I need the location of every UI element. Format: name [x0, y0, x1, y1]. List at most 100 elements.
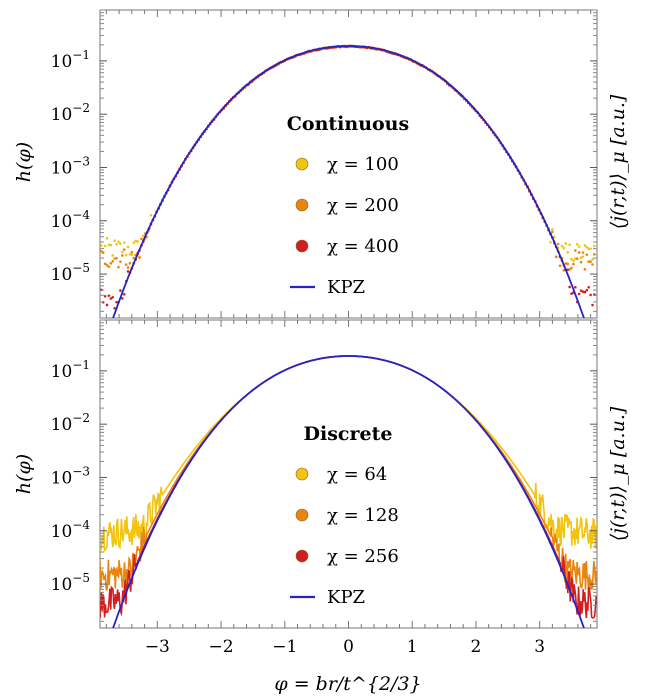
data-point — [560, 244, 564, 248]
data-point — [589, 293, 592, 297]
x-tick-label: 1 — [407, 637, 418, 657]
data-point — [111, 295, 115, 299]
y-tick-label: 10−3 — [51, 154, 90, 178]
data-point — [579, 256, 583, 259]
legend: Continuous χ = 100 χ = 200 χ = 400 KPZ — [287, 113, 409, 298]
data-point — [119, 260, 122, 263]
data-point — [109, 243, 113, 247]
data-point — [111, 259, 115, 263]
bottom-panel-plot — [100, 355, 597, 628]
y-tick-label: 10−3 — [51, 464, 90, 488]
data-point — [579, 260, 583, 264]
legend-label: χ = 100 — [327, 154, 399, 175]
data-point — [115, 256, 118, 260]
data-point — [568, 243, 571, 247]
data-point — [105, 237, 109, 240]
data-point — [121, 250, 124, 254]
kpz-curve — [112, 355, 585, 628]
x-tick-label: −2 — [209, 637, 234, 657]
data-point — [122, 241, 126, 244]
y-tick-label: 10−2 — [51, 411, 90, 435]
legend-marker — [295, 508, 309, 522]
data-point — [115, 300, 118, 304]
data-point — [124, 253, 128, 257]
x-tick-label: −1 — [272, 637, 297, 657]
data-point — [593, 244, 596, 248]
kpz-curve — [112, 45, 585, 318]
y-tick-label: 10−1 — [51, 358, 90, 382]
x-tick-label: 0 — [343, 637, 354, 657]
data-point — [562, 246, 566, 250]
data-point — [107, 265, 111, 268]
data-point — [575, 243, 579, 246]
x-tick-label: −3 — [145, 637, 170, 657]
data-point — [109, 262, 113, 265]
data-point — [585, 245, 589, 249]
data-point — [132, 241, 136, 244]
y-axis-label-bottom: h(φ) — [13, 454, 35, 494]
data-point — [149, 213, 153, 217]
data-point — [549, 240, 552, 244]
data-point — [119, 289, 122, 292]
legend: Discrete χ = 64 χ = 128 χ = 256 KPZ — [290, 423, 399, 608]
data-point — [119, 242, 122, 245]
data-point — [100, 250, 103, 253]
legend-marker — [295, 467, 309, 481]
legend-label: KPZ — [327, 587, 365, 608]
data-point — [103, 294, 107, 298]
y-tick-label: 10−5 — [51, 571, 90, 595]
data-point — [587, 247, 591, 251]
data-point — [585, 253, 589, 256]
data-point — [568, 285, 571, 289]
legend-marker — [295, 157, 309, 171]
x-axis-label: φ = br/t^{2/3} — [274, 673, 421, 695]
data-point — [109, 297, 113, 300]
data-point — [124, 263, 128, 266]
legend-label: χ = 400 — [327, 236, 399, 257]
data-point — [556, 242, 560, 246]
top-panel-plot — [100, 44, 596, 318]
data-point — [122, 248, 126, 251]
data-point — [577, 251, 581, 254]
data-point — [130, 253, 134, 257]
y-tick-label: 10−2 — [51, 101, 90, 125]
data-point — [566, 268, 569, 272]
data-point — [574, 257, 577, 260]
legend-label: χ = 64 — [327, 464, 387, 485]
y-tick-label: 10−5 — [51, 261, 90, 285]
data-point — [591, 303, 594, 307]
legend-marker — [295, 549, 309, 563]
data-point — [140, 237, 143, 241]
legend-label: KPZ — [327, 277, 365, 298]
legend-label: χ = 256 — [327, 546, 399, 567]
data-point — [126, 245, 130, 249]
data-point — [589, 260, 592, 264]
data-point — [142, 234, 145, 238]
data-point — [593, 253, 596, 256]
data-point — [113, 239, 116, 242]
data-point — [121, 254, 124, 257]
data-point — [587, 260, 591, 263]
data-point — [136, 240, 139, 243]
data-point — [583, 268, 587, 271]
data-point — [130, 250, 134, 254]
data-point — [103, 244, 107, 248]
y-axis-label-top: h(φ) — [13, 142, 35, 182]
right-axis-label-top: ⟨j(r,t)⟩_μ [a.u.] — [607, 94, 629, 229]
data-point — [589, 247, 592, 250]
data-point — [566, 262, 569, 266]
data-point — [570, 257, 573, 261]
legend-title: Discrete — [304, 423, 393, 445]
data-point — [579, 289, 583, 292]
data-point — [122, 292, 126, 296]
data-point — [583, 244, 587, 247]
data-point — [128, 261, 132, 265]
data-point — [570, 292, 573, 296]
data-point — [107, 294, 111, 297]
data-point — [581, 255, 585, 258]
data-point — [577, 245, 581, 248]
data-point — [583, 290, 587, 294]
data-point — [591, 263, 594, 266]
data-point — [566, 251, 569, 254]
